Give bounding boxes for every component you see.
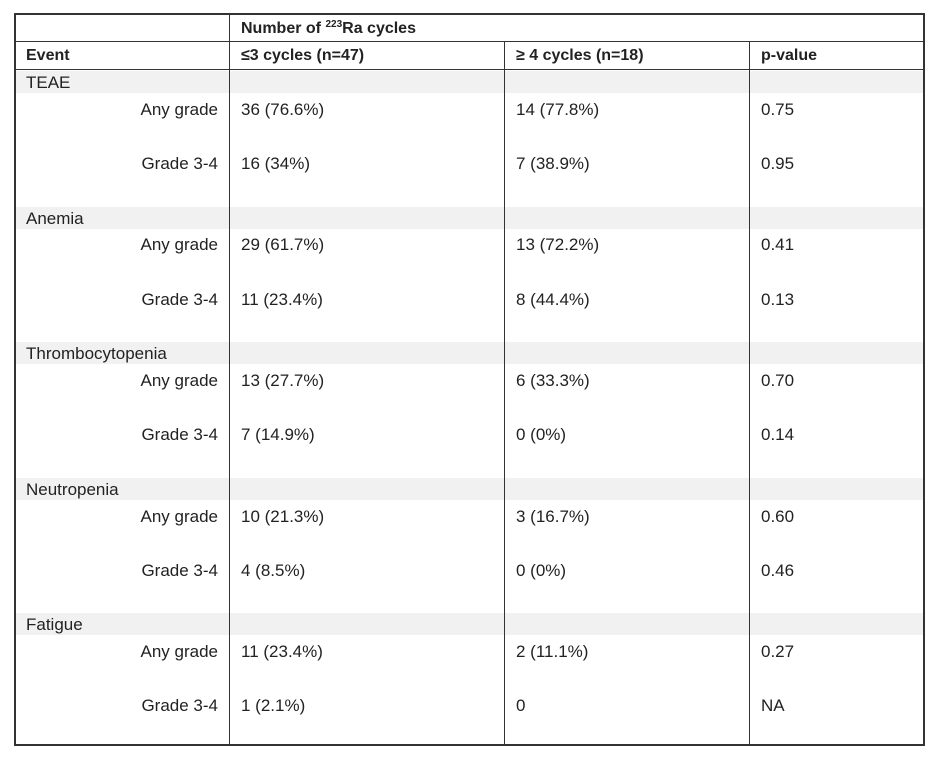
event-label: Anemia [26, 209, 84, 228]
col-header-p-value: p-value [761, 47, 818, 64]
event-label: TEAE [26, 73, 71, 92]
event-label: Thrombocytopenia [26, 344, 167, 363]
row-label: Grade 3-4 [141, 696, 218, 715]
cell-low: 16 (34%) [241, 154, 310, 173]
cell-p: 0.70 [761, 371, 795, 390]
cell-low: 11 (23.4%) [241, 290, 323, 309]
cell-p: 0.46 [761, 561, 795, 580]
cell-low: 1 (2.1%) [241, 696, 306, 715]
cell-high: 0 [516, 696, 526, 715]
cell-p: 0.75 [761, 100, 795, 119]
cell-high: 8 (44.4%) [516, 290, 590, 309]
row-label: Grade 3-4 [141, 154, 218, 173]
group-band-fatigue [16, 613, 923, 635]
row-label: Grade 3-4 [141, 290, 218, 309]
cell-high: 7 (38.9%) [516, 154, 590, 173]
cell-p: 0.60 [761, 507, 795, 526]
col-header-low-cycles: ≤3 cycles (n=47) [241, 47, 365, 64]
row-label: Any grade [140, 100, 219, 119]
cell-high: 13 (72.2%) [516, 235, 600, 254]
cell-low: 36 (76.6%) [241, 100, 325, 119]
col-header-event: Event [26, 47, 70, 64]
cell-high: 0 (0%) [516, 561, 567, 580]
row-label: Any grade [140, 371, 219, 390]
cell-high: 3 (16.7%) [516, 507, 590, 526]
cell-high: 14 (77.8%) [516, 100, 600, 119]
row-label: Any grade [140, 507, 219, 526]
row-label: Any grade [140, 235, 219, 254]
cell-high: 0 (0%) [516, 425, 567, 444]
col-divider-3 [749, 41, 750, 744]
adverse-events-table: Number of 223Ra cycles Event ≤3 cycles (… [14, 13, 925, 746]
group-band-thrombocytopenia [16, 342, 923, 364]
cell-low: 13 (27.7%) [241, 371, 325, 390]
row-label: Any grade [140, 642, 219, 661]
cell-p: 0.95 [761, 154, 795, 173]
cell-low: 7 (14.9%) [241, 425, 315, 444]
cell-low: 11 (23.4%) [241, 642, 323, 661]
cell-low: 4 (8.5%) [241, 561, 306, 580]
event-label: Fatigue [26, 615, 83, 634]
span-header: Number of 223Ra cycles [241, 19, 416, 38]
col-divider-2 [504, 41, 505, 744]
cell-low: 29 (61.7%) [241, 235, 325, 254]
cell-p: 0.13 [761, 290, 795, 309]
cell-p: NA [761, 696, 785, 715]
header-rule-1 [16, 41, 923, 42]
col-header-high-cycles: ≥ 4 cycles (n=18) [516, 47, 644, 64]
cell-low: 10 (21.3%) [241, 507, 325, 526]
row-label: Grade 3-4 [141, 425, 218, 444]
col-divider-1 [229, 15, 230, 744]
cell-high: 2 (11.1%) [516, 642, 589, 661]
cell-high: 6 (33.3%) [516, 371, 590, 390]
event-label: Neutropenia [26, 480, 119, 499]
cell-p: 0.27 [761, 642, 795, 661]
group-band-teae [16, 71, 923, 93]
row-label: Grade 3-4 [141, 561, 218, 580]
cell-p: 0.14 [761, 425, 795, 444]
group-band-anemia [16, 207, 923, 229]
header-rule-2 [16, 69, 923, 70]
cell-p: 0.41 [761, 235, 795, 254]
group-band-neutropenia [16, 478, 923, 500]
